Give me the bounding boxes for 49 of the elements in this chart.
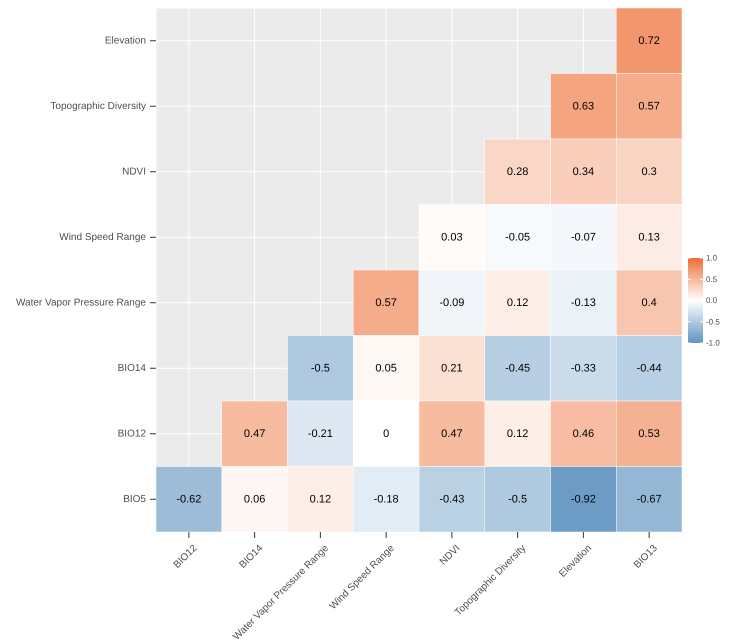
data-label: 0.03	[441, 231, 463, 244]
data-label: 0.57	[638, 100, 660, 112]
data-label: 0.13	[638, 231, 660, 244]
data-label: -0.33	[570, 362, 596, 374]
data-label: -0.44	[636, 362, 662, 374]
data-label: -0.05	[505, 231, 530, 244]
data-label: -0.62	[176, 493, 202, 506]
data-label: 0.28	[506, 166, 528, 178]
data-label: -0.21	[308, 428, 333, 440]
data-label: 0.12	[310, 493, 332, 506]
data-label: 0.47	[441, 428, 463, 440]
data-label: -0.67	[636, 493, 662, 506]
data-label: -0.07	[570, 231, 596, 244]
data-label: 0.72	[638, 34, 660, 47]
data-label: 0.12	[506, 296, 528, 309]
y-tick-label: Water Vapor Pressure Range	[16, 297, 146, 308]
data-label: 0.53	[638, 428, 660, 440]
y-tick-label: BIO14	[118, 362, 146, 374]
color-bar-label: 0.5	[706, 274, 718, 284]
data-label: 0.34	[572, 166, 594, 178]
data-label: -0.43	[439, 493, 464, 506]
color-bar-label: 1.0	[706, 254, 718, 262]
data-label: 0.47	[244, 428, 266, 440]
data-label: -0.13	[570, 296, 596, 309]
data-label: -0.5	[508, 493, 528, 506]
data-label: 0.46	[572, 428, 594, 440]
data-label: 0.05	[375, 362, 397, 374]
data-label: 0.63	[572, 100, 594, 112]
data-label: 0.06	[244, 493, 266, 506]
data-label: 0.21	[441, 362, 463, 374]
data-label: 0.3	[641, 166, 657, 178]
y-tick-label: Wind Speed Range	[59, 232, 146, 243]
data-label: 0.4	[641, 296, 657, 309]
data-label: -0.5	[310, 362, 330, 374]
y-tick-label: NDVI	[122, 166, 146, 178]
data-label: -0.18	[374, 493, 399, 506]
data-label: 0	[383, 428, 390, 440]
data-label: 0.12	[506, 428, 528, 440]
data-label: -0.45	[505, 362, 530, 374]
color-bar-label: 0.0	[706, 296, 718, 305]
y-tick-label: Topographic Diversity	[50, 100, 146, 112]
y-tick-label: Elevation	[104, 35, 146, 46]
data-label: -0.09	[439, 296, 464, 309]
y-tick-label: BIO12	[118, 428, 146, 440]
y-tick-label: BIO5	[123, 494, 146, 505]
color-bar-label: -0.5	[706, 317, 720, 326]
color-bar-label: -1.0	[706, 338, 720, 348]
data-label: -0.92	[570, 493, 596, 506]
data-label: 0.57	[375, 296, 397, 309]
